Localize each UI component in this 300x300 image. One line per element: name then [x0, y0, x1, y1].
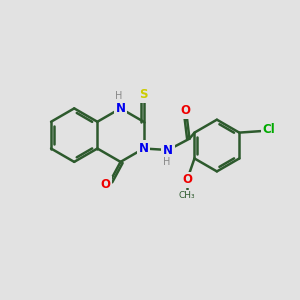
Text: O: O: [182, 173, 192, 186]
Text: H: H: [116, 91, 123, 101]
Text: N: N: [163, 143, 173, 157]
Text: N: N: [116, 102, 125, 115]
Text: O: O: [180, 104, 190, 117]
Text: CH₃: CH₃: [179, 191, 195, 200]
Text: N: N: [139, 142, 149, 155]
Text: O: O: [101, 178, 111, 191]
Text: Cl: Cl: [262, 123, 275, 136]
Text: H: H: [163, 158, 170, 167]
Text: S: S: [140, 88, 148, 101]
